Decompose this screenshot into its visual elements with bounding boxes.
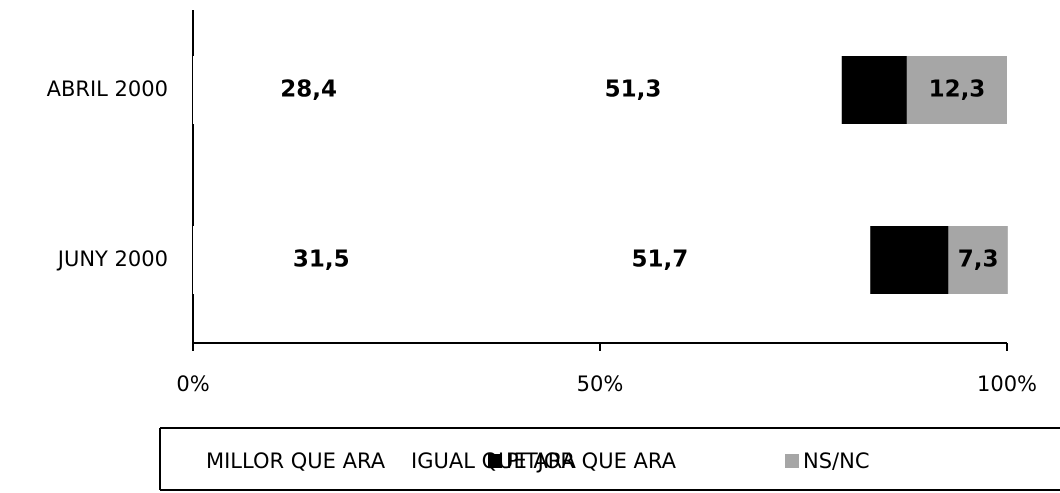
value-label: 51,7 [631,247,688,273]
value-label: 28,4 [280,77,337,103]
legend-swatch [393,454,407,468]
bar-segment [424,56,842,124]
legend-swatch [488,454,502,468]
legend-label: NS/NC [803,449,870,473]
value-label: 7,3 [958,247,999,273]
bar-segment [870,226,949,294]
legend-label: MILLOR QUE ARA [206,449,386,473]
y-tick-label: JUNY 2000 [56,247,168,271]
x-tick-label: 50% [577,372,624,396]
x-tick-label: 0% [176,372,209,396]
bar-segment [841,56,907,124]
bar-segment [948,226,1008,294]
legend-swatch [785,454,799,468]
bar-segment [449,226,871,294]
value-label: 12,3 [929,77,986,103]
legend-label: PITJOR QUE ARA [506,449,677,473]
value-label: 9,6 [889,247,930,273]
value-label: 8 [866,77,882,103]
bar-segment [193,56,425,124]
bar-segment [193,226,450,294]
bar-segment [906,56,1007,124]
value-label: 31,5 [293,247,350,273]
x-tick-label: 100% [977,372,1037,396]
y-tick-label: ABRIL 2000 [47,77,168,101]
legend-swatch [188,454,202,468]
value-label: 51,3 [605,77,662,103]
